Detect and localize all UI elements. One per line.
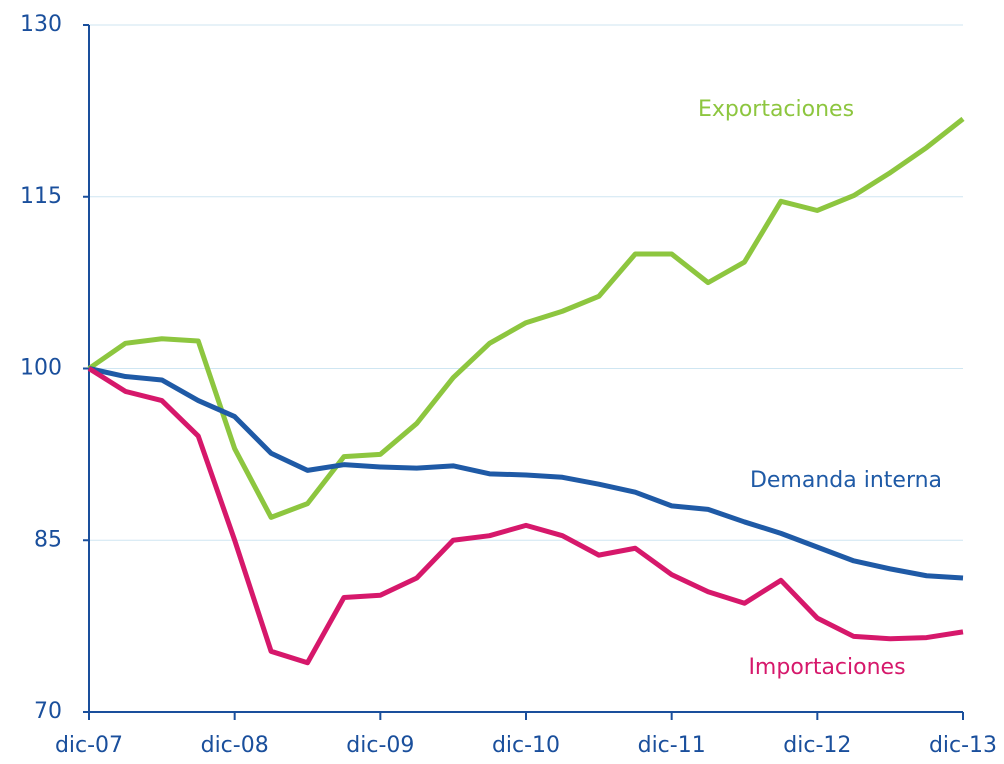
x-tick-label: dic-10: [492, 733, 560, 758]
series-line: [87, 366, 964, 666]
x-tick-label: dic-09: [346, 733, 414, 758]
series-label: Importaciones: [748, 655, 905, 680]
series-label: Exportaciones: [698, 97, 854, 122]
y-tick-label: 100: [20, 356, 62, 381]
y-tick-label: 115: [20, 184, 62, 209]
x-tick-label: dic-13: [929, 733, 997, 758]
series-label: Demanda interna: [750, 468, 942, 493]
x-tick-label: dic-07: [55, 733, 123, 758]
series-line: [88, 366, 964, 581]
x-tick-label: dic-12: [783, 733, 851, 758]
y-tick-label: 85: [34, 527, 62, 552]
series-line: [87, 116, 965, 520]
x-tick-label: dic-08: [201, 733, 269, 758]
y-tick-label: 70: [34, 699, 62, 724]
y-tick-label: 130: [20, 12, 62, 37]
x-tick-label: dic-11: [638, 733, 706, 758]
